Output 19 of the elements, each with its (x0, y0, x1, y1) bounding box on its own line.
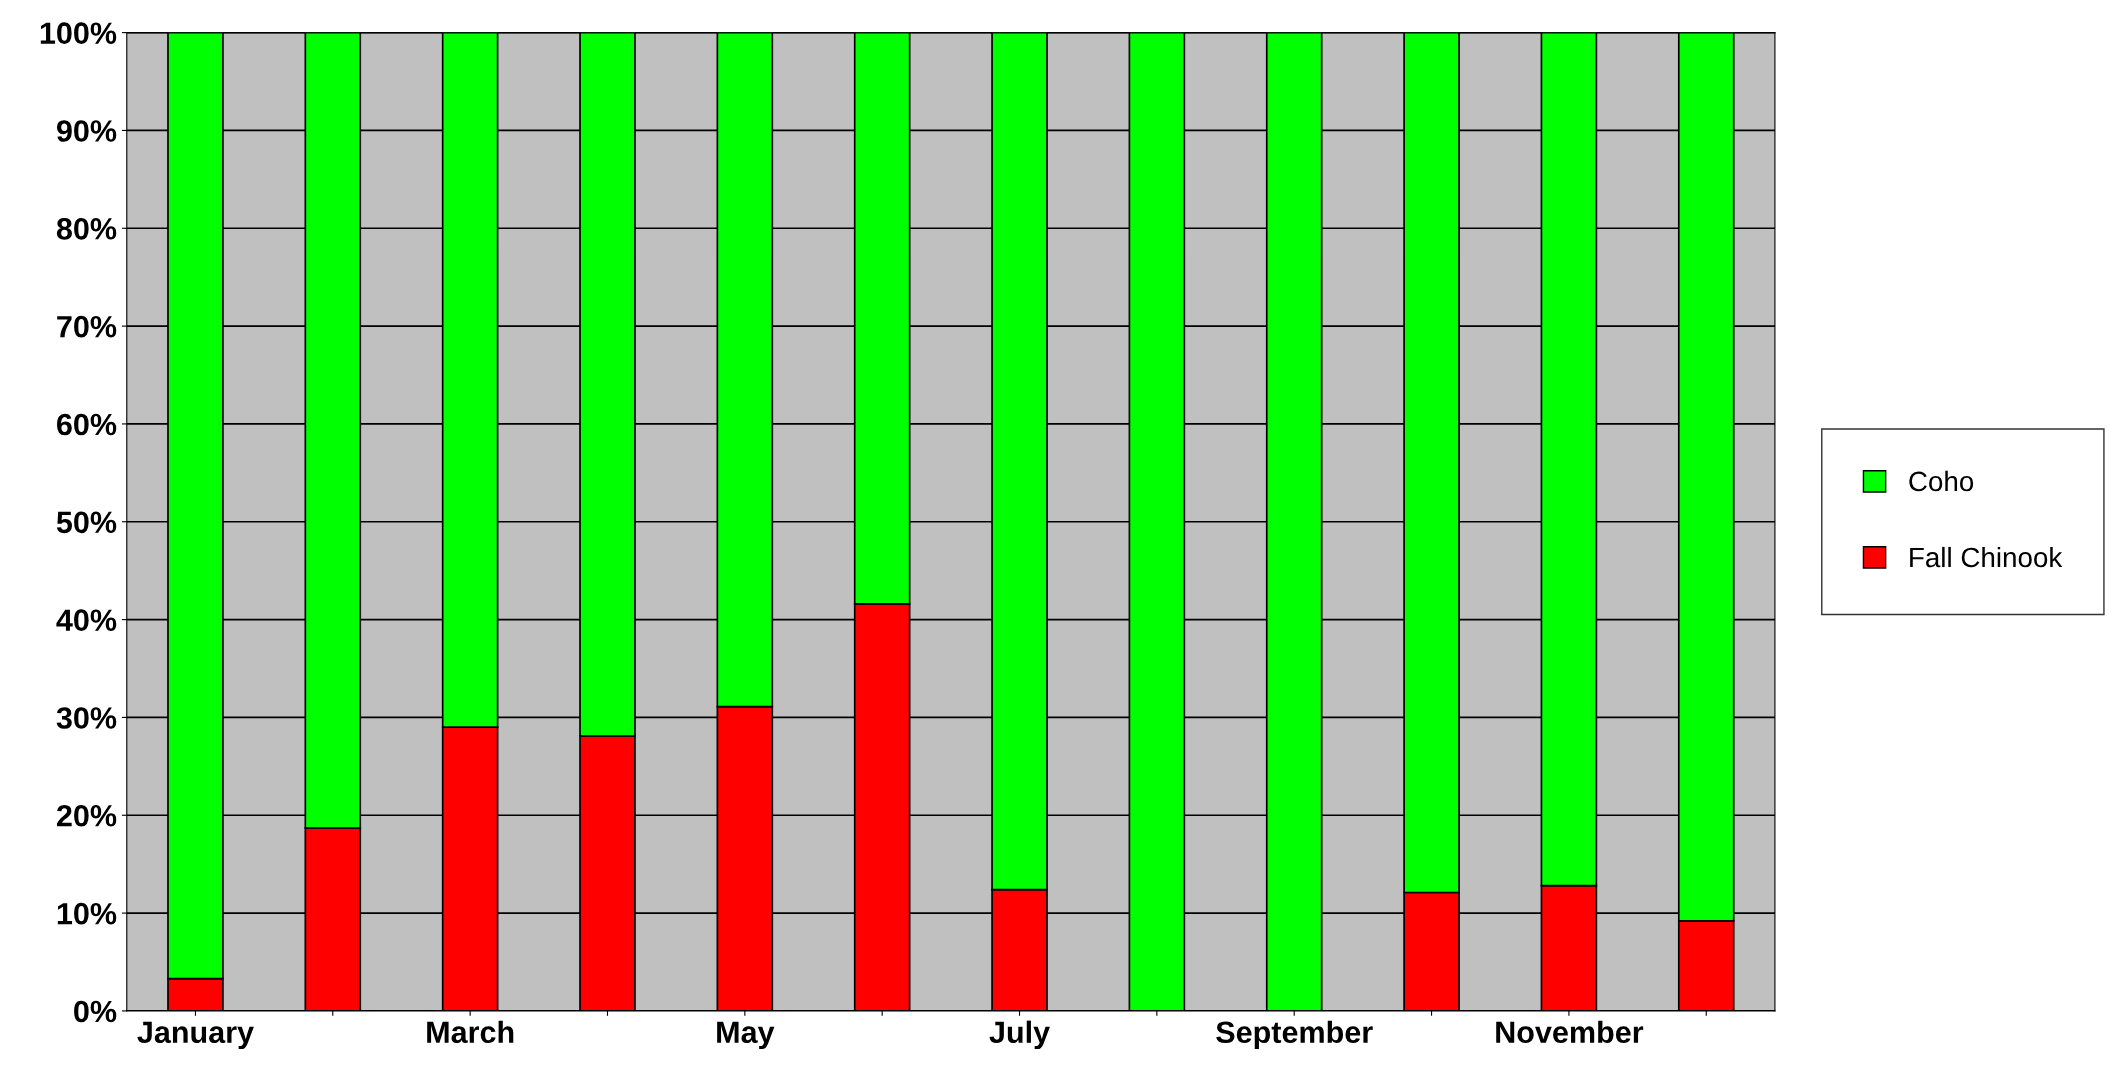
y-tick-label: 40% (56, 609, 117, 631)
x-tick-label: November (1496, 1020, 1644, 1044)
x-tick-label: March (427, 1020, 514, 1044)
x-tick-label: January (137, 1021, 254, 1050)
y-tick-label: 30% (56, 707, 117, 729)
y-tick-label: 70% (57, 315, 117, 338)
x-tick-label: July (989, 1020, 1050, 1050)
x-tick-label: September (1216, 1020, 1373, 1050)
y-tick-label: 20% (56, 804, 117, 827)
y-tick-label: 50% (56, 511, 117, 534)
y-tick-label: 0% (74, 1000, 117, 1023)
legend-label: Coho (1909, 470, 1974, 492)
y-tick-label: 90% (56, 120, 117, 142)
y-tick-label: 80% (56, 218, 117, 240)
y-tick-label: 100% (40, 22, 117, 44)
legend-label: Fall Chinook (1910, 546, 2063, 568)
x-tick-label: May (717, 1021, 775, 1050)
y-tick-label: 10% (57, 902, 117, 925)
y-tick-label: 60% (57, 413, 117, 436)
